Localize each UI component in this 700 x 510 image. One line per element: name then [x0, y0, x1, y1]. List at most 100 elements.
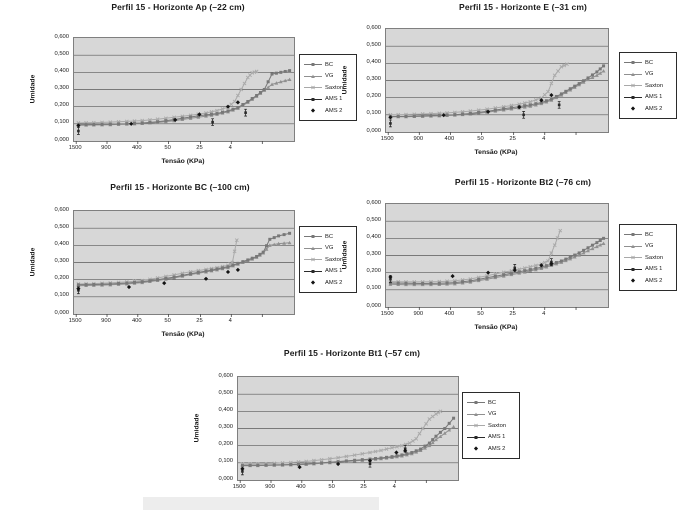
series-canvas: [74, 54, 294, 144]
x-tick-label: 1500: [232, 484, 246, 490]
legend-item-label: VG: [645, 243, 654, 250]
x-tick-label: 25: [509, 311, 516, 317]
legend-item: AMS 2: [304, 105, 352, 117]
chart-title: Perfil 15 - Horizonte Ap (–22 cm): [111, 2, 245, 12]
legend-item-label: BC: [488, 399, 497, 406]
plot-area: [73, 210, 295, 317]
legend-item: BC: [304, 59, 352, 71]
saxton-marker-icon: [304, 85, 322, 90]
x-tick-label: 400: [444, 136, 455, 142]
y-tick-label: 0,200: [366, 93, 381, 100]
y-tick-label: 0,500: [366, 41, 381, 48]
legend-item: VG: [624, 69, 672, 81]
legend-item: BC: [624, 229, 672, 241]
vg-marker-icon: [624, 244, 642, 248]
ams2-marker-icon: [630, 278, 636, 283]
legend-item-label: Saxton: [488, 422, 507, 429]
legend-item: AMS 1: [624, 264, 672, 276]
x-tick-label: 1500: [380, 136, 394, 142]
series-canvas: [74, 227, 294, 317]
vg-marker-icon: [624, 72, 642, 76]
x-tick-label: 400: [131, 145, 142, 151]
legend-item-label: VG: [325, 245, 334, 252]
legend-item-label: VG: [645, 71, 654, 78]
legend-item-label: BC: [325, 233, 334, 240]
legend-item-label: AMS 2: [645, 105, 663, 112]
series-canvas: [386, 220, 608, 310]
x-tick-label: 400: [131, 318, 142, 324]
saxton-marker-icon: [304, 257, 322, 262]
legend-item: Saxton: [304, 254, 352, 266]
series-bc: [240, 416, 456, 467]
series-saxton: [388, 62, 569, 117]
x-tick-label: 50: [164, 145, 171, 151]
series-saxton: [388, 228, 563, 284]
legend-item: BC: [624, 57, 672, 69]
x-tick-label: 400: [444, 311, 455, 317]
legend-item: AMS 1: [304, 94, 352, 106]
legend-item: Saxton: [304, 82, 352, 94]
x-tick-label: 25: [509, 136, 516, 142]
ams2-marker-icon: [310, 280, 316, 285]
series-vg: [388, 69, 606, 119]
ams1-marker-icon: [624, 267, 642, 271]
legend-item: BC: [304, 231, 352, 243]
series-canvas: [386, 45, 608, 135]
legend-item: VG: [304, 71, 352, 83]
chart-title: Perfil 15 - Horizonte E (–31 cm): [459, 2, 587, 12]
x-tick-label: 50: [328, 484, 335, 490]
legend-item-label: AMS 1: [645, 266, 663, 273]
x-tick-label: 1500: [68, 318, 82, 324]
y-tick-label: 0,400: [366, 233, 381, 240]
vg-marker-icon: [304, 74, 322, 78]
y-tick-label: 0,400: [366, 58, 381, 65]
x-tick-label: 4: [228, 145, 232, 151]
legend-item: Saxton: [467, 420, 515, 432]
legend-item-label: AMS 1: [488, 434, 506, 441]
ams2-marker-icon: [473, 446, 479, 451]
bc-marker-icon: [467, 401, 485, 405]
x-tick-label: 1500: [68, 145, 82, 151]
legend-item: VG: [467, 409, 515, 421]
legend-box: BC VG Saxton AMS 1 AMS 2: [299, 226, 357, 293]
y-tick-label: 0,500: [54, 223, 69, 230]
x-tick-label: 50: [164, 318, 171, 324]
x-tick-label: 50: [477, 311, 484, 317]
series-bc: [76, 231, 292, 287]
legend-item: AMS 2: [467, 443, 515, 455]
legend-item: BC: [467, 397, 515, 409]
plot-area: [73, 37, 295, 144]
x-tick-label: 50: [477, 136, 484, 142]
legend-item-label: Saxton: [325, 256, 344, 263]
y-axis-label: Umidade: [341, 240, 349, 269]
x-tick-label: 4: [542, 311, 546, 317]
legend-item: Saxton: [624, 80, 672, 92]
x-tick-label: 4: [392, 484, 396, 490]
series-ams2: [388, 92, 554, 120]
x-axis-label: Tensão (KPa): [161, 331, 205, 338]
legend-item-label: Saxton: [645, 254, 664, 261]
y-tick-label: 0,600: [366, 24, 381, 31]
legend-item-label: AMS 1: [325, 96, 343, 103]
legend-item: AMS 2: [624, 103, 672, 115]
y-tick-label: 0,600: [54, 206, 69, 213]
legend-item: AMS 1: [467, 432, 515, 444]
y-tick-label: 0,000: [218, 475, 233, 482]
x-tick-label: 25: [196, 145, 203, 151]
x-tick-label: 900: [265, 484, 275, 490]
y-tick-label: 0,200: [218, 441, 233, 448]
y-tick-label: 0,000: [54, 136, 69, 143]
legend-item-label: AMS 1: [325, 268, 343, 275]
plot-area: [385, 28, 609, 135]
series-vg: [76, 240, 292, 288]
legend-item: AMS 2: [304, 277, 352, 289]
y-tick-label: 0,300: [218, 424, 233, 430]
y-tick-label: 0,200: [366, 268, 381, 275]
y-tick-label: 0,500: [54, 50, 69, 57]
series-vg: [388, 241, 606, 287]
x-tick-label: 400: [295, 484, 306, 490]
y-tick-label: 0,600: [218, 372, 233, 379]
legend-item-label: Saxton: [325, 84, 344, 91]
series-bc: [76, 69, 292, 127]
